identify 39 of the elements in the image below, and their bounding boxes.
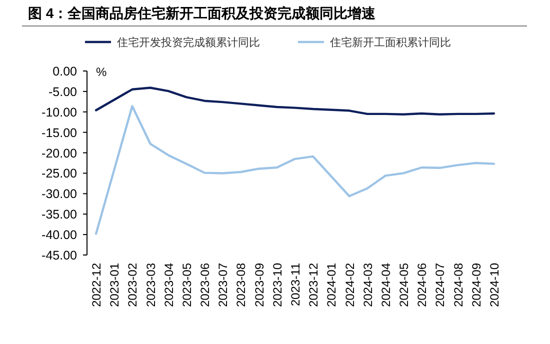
y-tick-label: -5.00 (48, 84, 78, 99)
x-tick-label: 2023-07 (216, 262, 230, 308)
x-tick-label: 2024-03 (360, 262, 375, 308)
y-tick-label: 0.00 (52, 64, 78, 78)
x-tick-label: 2023-03 (144, 262, 158, 308)
x-tick-label: 2024-10 (487, 262, 502, 308)
x-tick-label: 2024-07 (433, 262, 448, 308)
x-tick-label: 2023-04 (162, 262, 176, 308)
legend-label: 住宅开发投资完成额累计同比 (117, 36, 260, 49)
legend-label: 住宅新开工面积累计同比 (330, 36, 451, 49)
y-tick-label: -45.00 (42, 248, 78, 262)
x-tick-label: 2024-08 (451, 262, 466, 308)
x-tick-label: 2023-12 (306, 262, 321, 308)
y-tick-label: -40.00 (42, 228, 78, 242)
y-tick-label: -25.00 (42, 166, 78, 181)
y-tick-label: -10.00 (42, 105, 78, 120)
y-tick-label: -35.00 (42, 208, 78, 222)
y-tick-label: -30.00 (42, 187, 78, 202)
x-tick-label: 2023-08 (234, 262, 248, 308)
x-tick-label: 2024-09 (469, 262, 484, 308)
chart-title: 图 4：全国商品房住宅新开工面积及投资完成额同比增速 (28, 5, 377, 21)
x-tick-label: 2023-01 (108, 262, 122, 308)
x-tick-label: 2023-09 (252, 262, 266, 308)
x-tick-label: 2023-02 (126, 262, 140, 308)
x-tick-label: 2024-04 (378, 262, 393, 308)
line-series (94, 105, 496, 235)
x-tick-label: 2023-05 (180, 262, 194, 308)
x-tick-label: 2023-10 (270, 262, 284, 308)
x-tick-label: 2024-02 (342, 262, 357, 308)
y-tick-label: -20.00 (42, 146, 78, 160)
x-tick-label: 2023-06 (198, 262, 212, 308)
y-axis-title: % (96, 65, 107, 79)
x-tick-label: 2022-12 (90, 262, 104, 308)
x-tick-label: 2024-05 (397, 262, 412, 308)
y-tick-label: -15.00 (42, 126, 78, 140)
x-tick-label: 2024-01 (324, 262, 339, 308)
x-tick-label: 2024-06 (415, 262, 430, 308)
x-tick-label: 2023-11 (288, 262, 302, 306)
line-series (94, 86, 496, 116)
